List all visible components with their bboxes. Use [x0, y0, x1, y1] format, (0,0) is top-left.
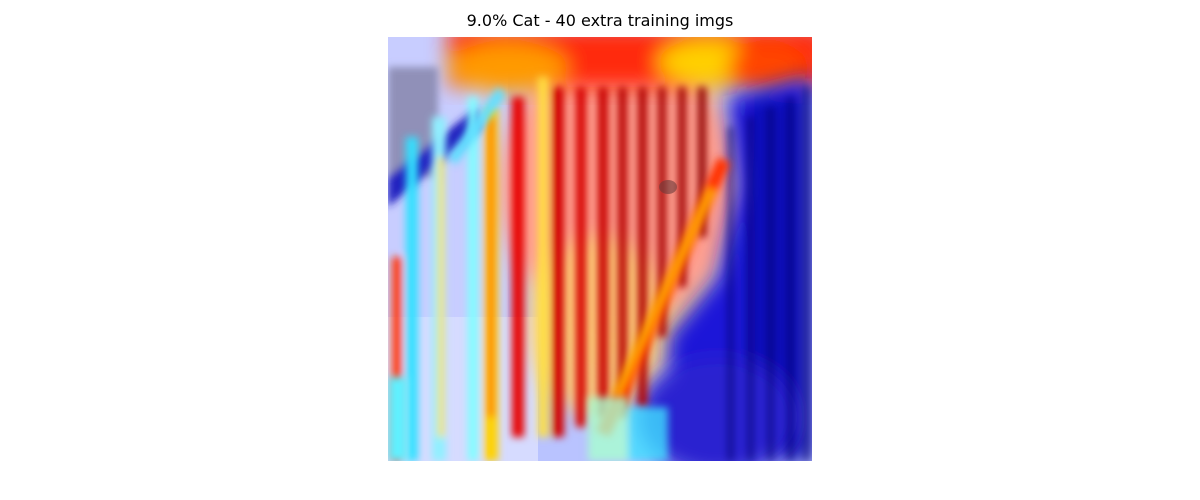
top-band	[448, 37, 812, 92]
heatmap-overlay-image	[388, 37, 812, 461]
heatmap-stripes	[392, 77, 809, 461]
cold-region	[638, 77, 812, 461]
diagonal-bar	[448, 87, 730, 437]
cat-eye	[659, 180, 677, 194]
figure-title: 9.0% Cat - 40 extra training imgs	[466, 11, 734, 30]
